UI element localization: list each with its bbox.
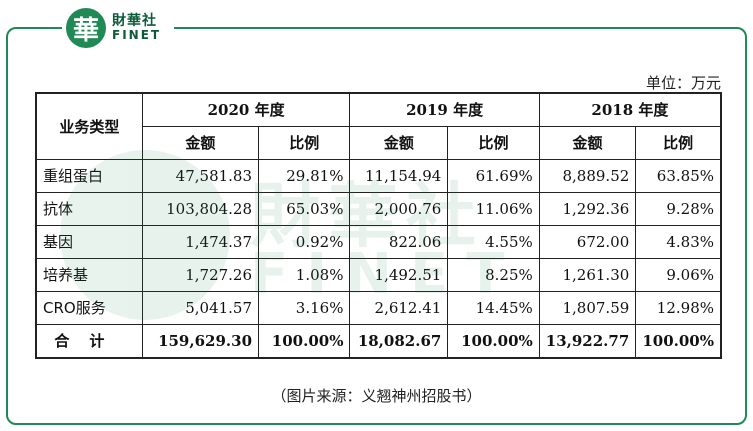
logo-name-cn: 財華社 — [112, 13, 157, 30]
cell-value: 14.45% — [447, 290, 540, 325]
cell-value: 1.08% — [258, 257, 351, 292]
logo-text: 財華社 FINET — [112, 14, 161, 41]
cell-value: 9.28% — [635, 191, 722, 226]
cell-value: 2,000.76 — [349, 191, 449, 226]
cell-value: 1,492.51 — [349, 257, 449, 292]
unit-label: 单位：万元 — [645, 74, 721, 92]
cell-value: 11,154.94 — [349, 158, 449, 193]
cell-value: 11.06% — [447, 191, 540, 226]
total-value: 100.00% — [258, 323, 351, 359]
total-value: 159,629.30 — [141, 323, 260, 359]
cell-value: 5,041.57 — [141, 290, 260, 325]
logo-name-en: FINET — [112, 28, 162, 43]
total-row: 合计 159,629.30 100.00% 18,082.67 100.00% … — [35, 323, 722, 359]
cell-value: 0.92% — [258, 224, 351, 259]
cell-value: 61.69% — [447, 158, 540, 193]
row-category: 抗体 — [35, 191, 143, 226]
amount-header: 金额 — [349, 125, 449, 160]
logo-mark-icon: 華 — [66, 8, 106, 48]
cell-value: 29.81% — [258, 158, 351, 193]
cell-value: 1,474.37 — [141, 224, 260, 259]
cell-value: 672.00 — [538, 224, 637, 259]
table-row: 抗体 103,804.28 65.03% 2,000.76 11.06% 1,2… — [35, 191, 722, 226]
finet-logo: 華 財華社 FINET — [62, 6, 174, 50]
table-row: 重组蛋白 47,581.83 29.81% 11,154.94 61.69% 8… — [35, 158, 722, 193]
table-row: 培养基 1,727.26 1.08% 1,492.51 8.25% 1,261.… — [35, 257, 722, 292]
revenue-table: 业务类型 2020 年度 2019 年度 2018 年度 金额 比例 金额 比例… — [35, 92, 722, 359]
source-note: （图片来源：义翘神州招股书） — [271, 387, 482, 405]
year-header-2020: 2020 年度 — [141, 92, 351, 127]
content-frame — [6, 27, 747, 425]
row-category: 基因 — [35, 224, 143, 259]
total-value: 100.00% — [447, 323, 540, 359]
cell-value: 47,581.83 — [141, 158, 260, 193]
cell-value: 8.25% — [447, 257, 540, 292]
row-category: 重组蛋白 — [35, 158, 143, 193]
cell-value: 822.06 — [349, 224, 449, 259]
ratio-header: 比例 — [447, 125, 540, 160]
year-header-2019: 2019 年度 — [349, 92, 540, 127]
ratio-header: 比例 — [258, 125, 351, 160]
cell-value: 8,889.52 — [538, 158, 637, 193]
table-row: CRO服务 5,041.57 3.16% 2,612.41 14.45% 1,8… — [35, 290, 722, 325]
total-label: 合计 — [35, 323, 143, 359]
amount-header: 金额 — [538, 125, 637, 160]
table-row: 基因 1,474.37 0.92% 822.06 4.55% 672.00 4.… — [35, 224, 722, 259]
row-category: 培养基 — [35, 257, 143, 292]
cell-value: 63.85% — [635, 158, 722, 193]
row-category: CRO服务 — [35, 290, 143, 325]
cell-value: 1,292.36 — [538, 191, 637, 226]
cell-value: 1,261.30 — [538, 257, 637, 292]
cell-value: 1,807.59 — [538, 290, 637, 325]
cell-value: 12.98% — [635, 290, 722, 325]
cell-value: 1,727.26 — [141, 257, 260, 292]
cell-value: 4.83% — [635, 224, 722, 259]
corner-header: 业务类型 — [35, 92, 143, 160]
year-header-2018: 2018 年度 — [538, 92, 722, 127]
cell-value: 103,804.28 — [141, 191, 260, 226]
total-value: 100.00% — [635, 323, 722, 359]
cell-value: 3.16% — [258, 290, 351, 325]
cell-value: 9.06% — [635, 257, 722, 292]
ratio-header: 比例 — [635, 125, 722, 160]
total-value: 13,922.77 — [538, 323, 637, 359]
cell-value: 65.03% — [258, 191, 351, 226]
amount-header: 金额 — [141, 125, 260, 160]
cell-value: 4.55% — [447, 224, 540, 259]
total-value: 18,082.67 — [349, 323, 449, 359]
cell-value: 2,612.41 — [349, 290, 449, 325]
